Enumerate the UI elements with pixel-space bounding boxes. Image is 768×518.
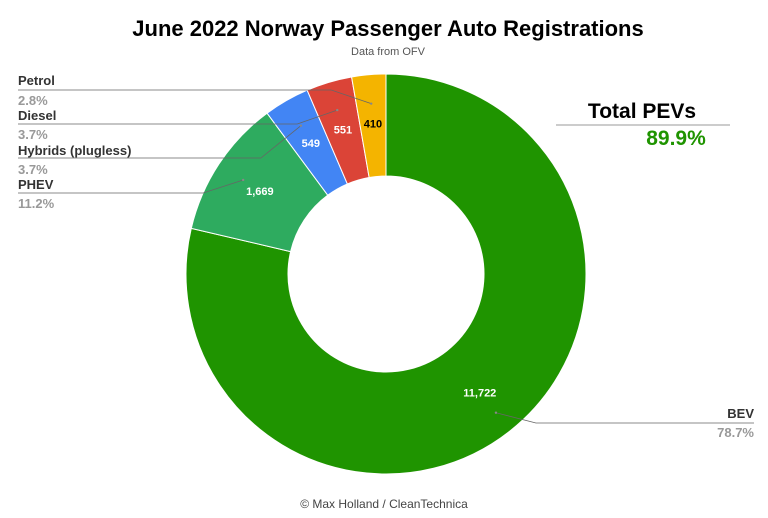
slices-group [185,73,587,475]
value-label-petrol: 410 [364,119,382,131]
chart-footer: © Max Holland / CleanTechnica [300,497,468,511]
slice-bev [185,73,587,475]
leader-line-petrol [18,89,372,105]
value-label-diesel: 551 [334,124,352,136]
leader-dot-petrol [370,102,373,105]
total-pevs-title: Total PEVs [588,100,696,123]
leader-line-hybrids-plugless [18,125,302,159]
leader-line-phev [18,179,244,194]
leader-line-bev [495,412,754,424]
value-labels-group: 11,722 1,669 549 551 410 [246,119,496,400]
category-label-bev: BEV [727,406,754,421]
category-label-hybrids-plugless: Hybrids (plugless) [18,143,131,158]
percent-label-petrol: 2.8% [18,93,48,108]
leader-dot-hybrids-plugless [299,124,303,127]
percent-label-phev: 11.2% [18,196,55,211]
percent-label-diesel: 3.7% [18,127,48,142]
chart-title: June 2022 Norway Passenger Auto Registra… [132,16,643,41]
value-label-phev: 1,669 [246,186,274,198]
leader-dot-bev [494,411,498,414]
value-label-bev: 11,722 [463,387,496,399]
category-label-diesel: Diesel [18,108,56,123]
category-label-petrol: Petrol [18,73,55,88]
leader-dot-diesel [336,108,339,112]
leader-line-diesel [18,109,338,125]
percent-label-bev: 78.7% [717,425,754,440]
percent-label-hybrids-plugless: 3.7% [18,162,48,177]
leader-dot-phev [241,178,245,182]
category-label-phev: PHEV [18,177,54,192]
chart-subtitle: Data from OFV [351,46,426,58]
value-label-hybrids-plugless: 549 [302,138,320,150]
total-pevs-value: 89.9% [646,127,706,150]
